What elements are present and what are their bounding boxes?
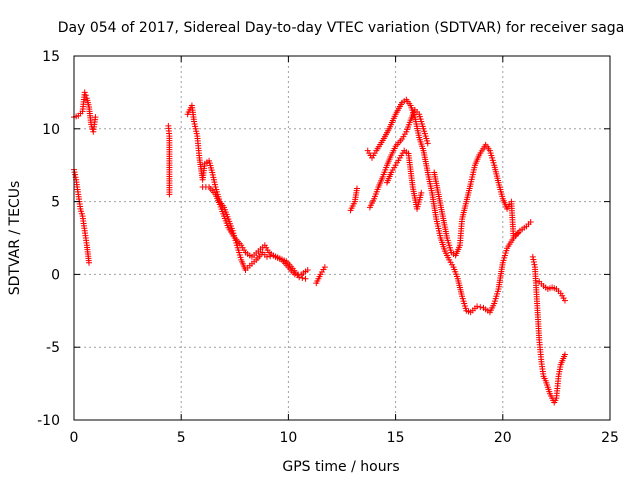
data-point (166, 191, 173, 198)
y-tick-label: 15 (42, 49, 60, 65)
series-track-d (184, 102, 309, 282)
chart-title: Day 054 of 2017, Sidereal Day-to-day VTE… (58, 20, 625, 36)
data-point (92, 114, 99, 121)
x-axis-label: GPS time / hours (282, 459, 399, 475)
x-tick-label: 5 (177, 430, 186, 446)
series-track-c (165, 122, 173, 198)
data-point (530, 256, 537, 263)
series-track-m (536, 278, 568, 304)
data-point (86, 259, 93, 266)
data-point (304, 267, 311, 274)
data-point (527, 218, 534, 225)
data-point (82, 92, 89, 99)
data-point (474, 303, 481, 310)
data-point (514, 230, 521, 237)
data-point (477, 304, 484, 311)
axis-ticks (73, 55, 611, 421)
data-point (531, 261, 538, 268)
series-track-g (347, 185, 361, 214)
y-axis-label: SDTVAR / TECUs (7, 181, 23, 296)
x-tick-label: 25 (601, 430, 619, 446)
data-point (418, 189, 425, 196)
series-track-k (431, 141, 521, 259)
data-point (354, 185, 361, 192)
y-tick-label: -10 (37, 413, 60, 429)
y-tick-label: -5 (46, 340, 60, 356)
grid-lines (74, 56, 610, 420)
series-track-l (529, 253, 568, 406)
data-point (424, 140, 431, 147)
data-point (81, 89, 88, 96)
x-tick-label: 0 (70, 430, 79, 446)
y-tick-label: 10 (42, 122, 60, 138)
series-track-f (313, 264, 328, 287)
data-point (321, 264, 328, 271)
series-track-b (71, 166, 93, 266)
data-point (263, 253, 270, 260)
series-track-a (71, 89, 99, 135)
data-point (71, 169, 78, 176)
data-point (561, 351, 568, 358)
data-point (530, 259, 537, 266)
y-tick-label: 5 (51, 195, 60, 211)
data-point (561, 297, 568, 304)
x-tick-label: 15 (387, 430, 405, 446)
y-tick-label: 0 (51, 267, 60, 283)
x-tick-label: 10 (279, 430, 297, 446)
series-track-j (384, 147, 425, 212)
series-track-i (366, 106, 431, 211)
data-point (529, 253, 536, 260)
data-point (299, 275, 306, 282)
series-track-e (199, 184, 311, 278)
plot-frame (73, 55, 611, 421)
x-tick-label: 20 (494, 430, 512, 446)
tick-labels: 0 5 10 15 20 25 -10 -5 0 5 10 15 (37, 49, 619, 446)
data-points (71, 89, 568, 406)
data-point (302, 275, 309, 282)
data-point (72, 171, 79, 178)
